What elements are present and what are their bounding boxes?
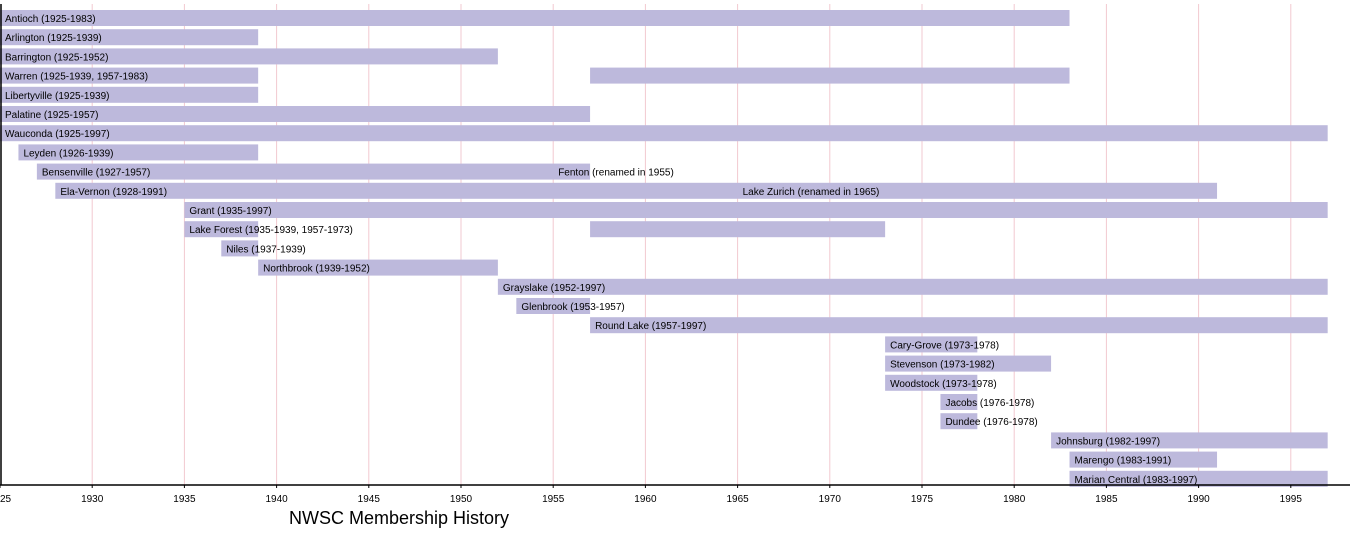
membership-bar (18, 144, 259, 161)
row-label: Bensenville (1927-1957) (42, 168, 150, 179)
x-tick-label: 1950 (450, 494, 473, 505)
membership-bar (590, 221, 886, 238)
membership-bar (36, 163, 591, 180)
row-label: Johnsburg (1982-1997) (1056, 436, 1160, 447)
membership-bar (0, 106, 591, 122)
row-label: Grant (1935-1997) (189, 206, 271, 217)
row-label: Northbrook (1939-1952) (263, 264, 370, 275)
membership-bar (885, 355, 1052, 372)
row-label: Ela-Vernon (1928-1991) (60, 187, 167, 198)
membership-bar (497, 278, 1328, 295)
x-tick-label: 1995 (1280, 494, 1303, 505)
row-label: Glenbrook (1953-1957) (521, 302, 624, 313)
row-label: Round Lake (1957-1997) (595, 321, 706, 332)
rename-annotation: Lake Zurich (renamed in 1965) (743, 187, 880, 198)
row-label: Arlington (1925-1939) (5, 33, 102, 44)
x-tick-label: 1975 (911, 494, 934, 505)
row-label: Libertyville (1925-1939) (5, 91, 110, 102)
membership-bar (221, 240, 259, 257)
membership-bar (0, 29, 259, 46)
row-label: Cary-Grove (1973-1978) (890, 340, 999, 351)
membership-bar (0, 48, 498, 65)
row-label: Antioch (1925-1983) (5, 14, 96, 25)
membership-bar (940, 413, 978, 430)
membership-bar (258, 259, 498, 276)
row-label: Dundee (1976-1978) (945, 417, 1037, 428)
rename-annotation: Fenton (renamed in 1955) (558, 168, 674, 179)
membership-bar (1051, 432, 1328, 449)
membership-bar (0, 67, 259, 84)
x-tick-label: 1955 (542, 494, 565, 505)
row-label: Woodstock (1973-1978) (890, 379, 997, 390)
row-label: Niles (1937-1939) (226, 244, 306, 255)
x-tick-label: 1925 (0, 494, 12, 505)
membership-bar (184, 221, 259, 238)
x-tick-label: 1930 (81, 494, 104, 505)
x-tick-label: 1945 (358, 494, 381, 505)
x-tick-label: 1970 (819, 494, 842, 505)
membership-bar (590, 67, 1070, 84)
membership-bar (184, 202, 1328, 218)
x-tick-label: 1990 (1187, 494, 1210, 505)
row-label: Marian Central (1983-1997) (1075, 475, 1198, 486)
membership-bar (0, 10, 1070, 26)
membership-bar (590, 317, 1328, 334)
membership-bar (0, 125, 1328, 142)
chart-title: NWSC Membership History (289, 508, 509, 528)
x-tick-label: 1980 (1003, 494, 1026, 505)
row-label: Leyden (1926-1939) (23, 148, 113, 159)
membership-bar (885, 336, 978, 353)
row-label: Warren (1925-1939, 1957-1983) (5, 72, 148, 83)
row-label: Lake Forest (1935-1939, 1957-1973) (189, 225, 352, 236)
membership-bar (0, 86, 259, 103)
x-tick-label: 1935 (173, 494, 196, 505)
membership-bar (1069, 470, 1328, 487)
row-label: Palatine (1925-1957) (5, 110, 98, 121)
row-label: Grayslake (1952-1997) (503, 283, 605, 294)
row-label: Jacobs (1976-1978) (945, 398, 1034, 409)
membership-bar (1069, 451, 1218, 468)
row-label: Barrington (1925-1952) (5, 52, 108, 63)
x-tick-label: 1940 (265, 494, 288, 505)
membership-bar (516, 298, 591, 314)
x-tick-label: 1985 (1095, 494, 1118, 505)
x-tick-label: 1965 (726, 494, 749, 505)
membership-bar (885, 374, 978, 391)
row-label: Marengo (1983-1991) (1075, 456, 1172, 467)
row-label: Wauconda (1925-1997) (5, 129, 110, 140)
membership-bar (55, 182, 1218, 199)
row-label: Stevenson (1973-1982) (890, 360, 995, 371)
x-tick-label: 1960 (634, 494, 657, 505)
membership-bar (940, 394, 978, 410)
